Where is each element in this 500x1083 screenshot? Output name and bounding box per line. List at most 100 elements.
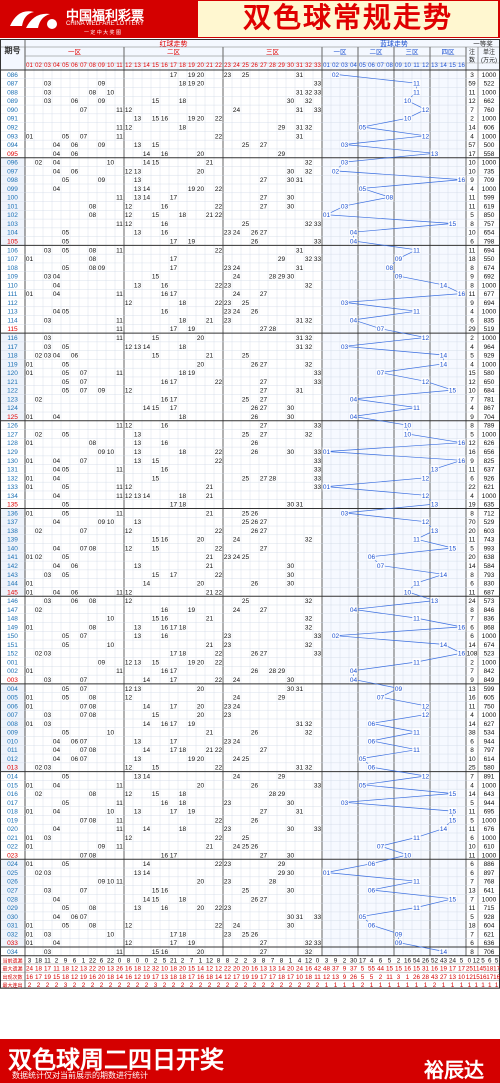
- red-ball-number: 05: [62, 510, 70, 517]
- prize-count-cell: 19: [468, 502, 476, 509]
- red-ball-number: 10: [107, 89, 115, 96]
- stats-value: 18: [278, 974, 286, 981]
- red-ball-number: 05: [62, 388, 70, 395]
- red-ball-number: 14: [143, 151, 151, 158]
- red-ball-number: 19: [188, 186, 196, 193]
- red-ball-number: 05: [62, 484, 70, 491]
- period-cell: 003: [7, 677, 18, 684]
- blue-ball-background: [358, 781, 367, 789]
- red-ball-number: 14: [143, 896, 151, 903]
- red-ball-column-header: 31: [296, 63, 303, 69]
- prize-amount-cell: 1000: [482, 659, 497, 666]
- red-ball-number: 23: [224, 554, 232, 561]
- red-ball-number: 13: [134, 458, 142, 465]
- blue-ball-column-header: 10: [404, 63, 411, 69]
- prize-count-cell: 11: [469, 203, 476, 210]
- red-ball-number: 12: [125, 791, 133, 798]
- red-ball-number: 25: [242, 598, 250, 605]
- blue-ball-background: [349, 228, 358, 236]
- period-cell: 121: [7, 379, 18, 386]
- red-ball-number: 31: [296, 247, 304, 254]
- red-ball-number: 14: [143, 773, 151, 780]
- red-ball-number: 25: [242, 142, 250, 149]
- red-ball-column-header: 32: [305, 63, 312, 69]
- stats-value: 16: [251, 966, 259, 973]
- red-ball-number: 31: [296, 335, 304, 342]
- blue-ball-number: 10: [404, 423, 412, 430]
- blue-ball-background: [367, 553, 376, 561]
- red-ball-number: 22: [215, 835, 223, 842]
- blue-ball-background: [412, 579, 421, 587]
- blue-ball-background: [367, 860, 376, 868]
- red-ball-number: 23: [224, 861, 232, 868]
- red-ball-number: 12: [125, 923, 133, 930]
- prize-count-cell: 14: [468, 721, 476, 728]
- prize-amount-cell: 760: [484, 107, 495, 114]
- prize-count-cell: 10: [468, 160, 476, 167]
- stats-value: 18: [62, 966, 70, 973]
- stats-value: 19: [251, 974, 259, 981]
- red-ball-number: 17: [170, 405, 178, 412]
- prize-amount-cell: 529: [484, 519, 495, 526]
- prize-amount-cell: 897: [484, 870, 495, 877]
- blue-ball-background: [322, 482, 331, 491]
- red-ball-number: 30: [287, 914, 295, 921]
- red-ball-number: 05: [62, 177, 70, 184]
- blue-ball-number: 11: [413, 81, 420, 88]
- stats-value: 26: [413, 974, 421, 981]
- red-ball-number: 04: [53, 809, 61, 816]
- red-ball-number: 01: [26, 458, 34, 465]
- blue-ball-number: 06: [368, 861, 376, 868]
- red-ball-number: 23: [224, 879, 232, 886]
- red-ball-number: 08: [89, 817, 97, 824]
- prize-amount-cell: 635: [484, 502, 495, 509]
- stats-value: 12: [323, 974, 331, 981]
- stats-value: 17: [287, 974, 295, 981]
- stats-value: 1: [199, 957, 203, 964]
- stats-value: 9: [343, 974, 347, 981]
- red-ball-number: 31: [296, 686, 304, 693]
- red-ball-number: 24: [233, 309, 241, 316]
- prize-count-cell: 14: [468, 642, 476, 649]
- blue-ball-number: 03: [341, 344, 349, 351]
- blue-ball-number: 13: [431, 502, 439, 509]
- red-ball-number: 06: [71, 598, 79, 605]
- red-ball-number: 16: [161, 203, 169, 210]
- period-cell: 143: [7, 572, 18, 579]
- red-ball-number: 15: [152, 659, 160, 666]
- blue-ball-number: 01: [323, 212, 331, 219]
- stats-value: 2: [100, 982, 104, 989]
- red-ball-number: 16: [161, 151, 169, 158]
- period-cell: 033: [7, 940, 18, 947]
- blue-ball-background: [412, 535, 421, 543]
- blue-ball-number: 14: [440, 826, 448, 833]
- red-ball-column-header: 24: [233, 63, 240, 69]
- prize-amount-cell: 1000: [482, 361, 497, 368]
- red-ball-number: 33: [314, 379, 322, 386]
- red-ball-number: 14: [143, 826, 151, 833]
- prize-amount-cell: 830: [484, 581, 495, 588]
- red-ball-number: 09: [98, 265, 106, 272]
- prize-count-cell: 14: [468, 563, 476, 570]
- prize-amount-cell: 1000: [482, 133, 497, 140]
- red-ball-number: 01: [26, 861, 34, 868]
- red-ball-number: 03: [44, 835, 52, 842]
- red-ball-number: 18: [179, 212, 187, 219]
- red-ball-number: 01: [26, 809, 34, 816]
- red-ball-number: 03: [44, 572, 52, 579]
- stats-value: 16: [305, 966, 313, 973]
- red-ball-number: 28: [269, 879, 277, 886]
- prize-count-cell: 11: [469, 905, 476, 912]
- red-ball-number: 31: [296, 388, 304, 395]
- prize-amount-cell: 1000: [482, 633, 497, 640]
- prize-amount-cell: 636: [484, 940, 495, 947]
- red-ball-number: 13: [134, 168, 142, 175]
- prize-count-label: 注: [469, 48, 475, 56]
- blue-ball-number: 09: [395, 256, 403, 263]
- red-ball-number: 14: [143, 344, 151, 351]
- period-cell: 114: [7, 317, 18, 324]
- prize-amount-cell: 1000: [482, 186, 497, 193]
- prize-amount-cell: 643: [484, 791, 495, 798]
- red-ball-number: 09: [98, 81, 106, 88]
- red-ball-number: 15: [152, 765, 160, 772]
